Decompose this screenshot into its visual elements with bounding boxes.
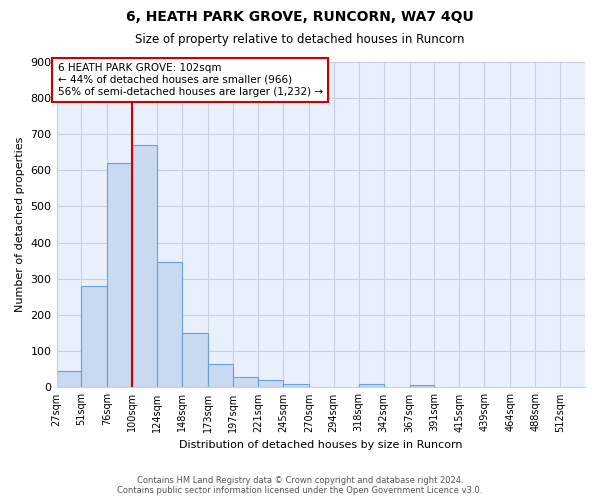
Bar xyxy=(82,286,107,388)
Y-axis label: Number of detached properties: Number of detached properties xyxy=(15,137,25,312)
X-axis label: Distribution of detached houses by size in Runcorn: Distribution of detached houses by size … xyxy=(179,440,463,450)
Bar xyxy=(56,371,82,388)
Bar xyxy=(283,384,309,388)
Bar xyxy=(133,145,157,388)
Bar xyxy=(157,262,182,388)
Text: 6, HEATH PARK GROVE, RUNCORN, WA7 4QU: 6, HEATH PARK GROVE, RUNCORN, WA7 4QU xyxy=(126,10,474,24)
Bar xyxy=(182,333,208,388)
Bar xyxy=(410,384,434,388)
Bar xyxy=(233,376,258,388)
Bar xyxy=(107,163,133,388)
Text: 6 HEATH PARK GROVE: 102sqm
← 44% of detached houses are smaller (966)
56% of sem: 6 HEATH PARK GROVE: 102sqm ← 44% of deta… xyxy=(58,64,323,96)
Bar xyxy=(359,384,383,388)
Bar xyxy=(258,380,283,388)
Text: Contains HM Land Registry data © Crown copyright and database right 2024.
Contai: Contains HM Land Registry data © Crown c… xyxy=(118,476,482,495)
Text: Size of property relative to detached houses in Runcorn: Size of property relative to detached ho… xyxy=(135,32,465,46)
Bar xyxy=(208,364,233,388)
